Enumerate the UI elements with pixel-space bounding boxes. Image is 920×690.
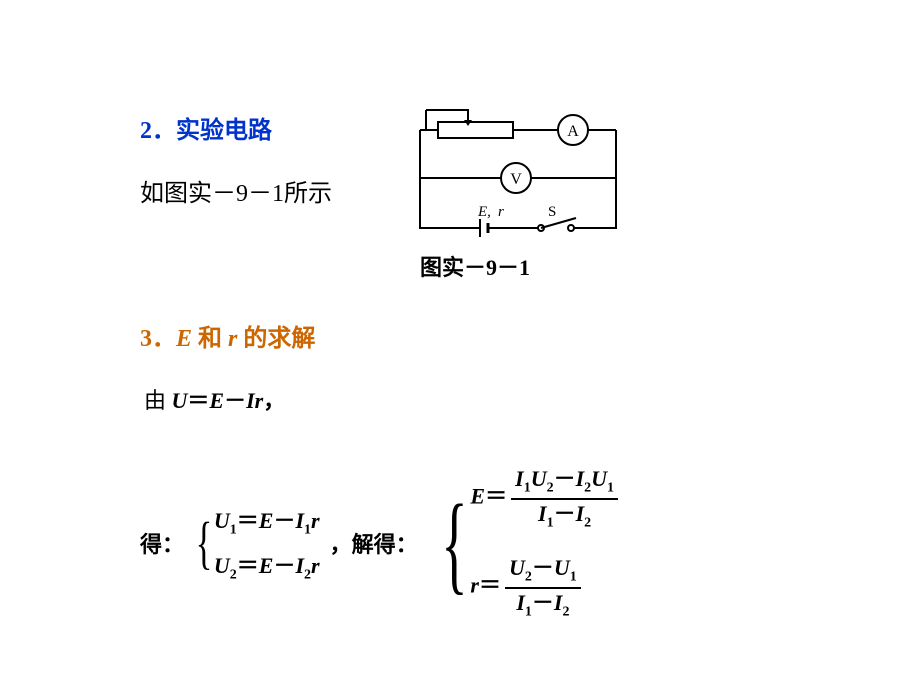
equation-1: U1＝E－I1r	[214, 503, 320, 538]
brace-left: {	[196, 514, 213, 572]
system-left: { U1＝E－I1r U2＝E－I2r	[190, 503, 320, 584]
section-2-number: 2．	[140, 118, 176, 144]
brace-right: {	[441, 494, 467, 593]
solve-label: ，解得：	[330, 527, 418, 559]
solution-E: E＝ I1U2－I2U1 I1－I2	[470, 465, 622, 532]
resistance-label: r	[498, 204, 504, 220]
solution-r: r＝ U2－U1 I1－I2	[470, 554, 622, 621]
var-r: r	[228, 326, 237, 352]
section-2-title: 实验电路	[176, 118, 272, 144]
derive-label: 得：	[140, 527, 184, 559]
section-3-number: 3．	[140, 326, 176, 352]
switch-label: S	[548, 204, 556, 220]
equation-system: 得： { U1＝E－I1r U2＝E－I2r ，解得： { E＝ I1U2－I2…	[140, 465, 780, 621]
figure-caption: 图实－9－1	[420, 250, 530, 282]
fraction-E: I1U2－I2U1 I1－I2	[511, 465, 618, 532]
voltmeter-label: V	[510, 171, 522, 188]
ammeter-label: A	[567, 123, 579, 140]
section-3-heading: 3．E 和 r 的求解	[140, 318, 780, 353]
system-right: { E＝ I1U2－I2U1 I1－I2 r＝ U2－U1 I1－I2	[428, 465, 622, 621]
fraction-r: U2－U1 I1－I2	[505, 554, 581, 621]
emf-label: E,	[477, 204, 491, 220]
var-E: E	[176, 326, 192, 352]
circuit-diagram: A V E, r S	[408, 108, 628, 238]
equation-2: U2＝E－I2r	[214, 548, 320, 583]
section-3-title: 的求解	[237, 326, 315, 352]
equation-given: 由 U＝E－Ir，	[144, 383, 780, 415]
